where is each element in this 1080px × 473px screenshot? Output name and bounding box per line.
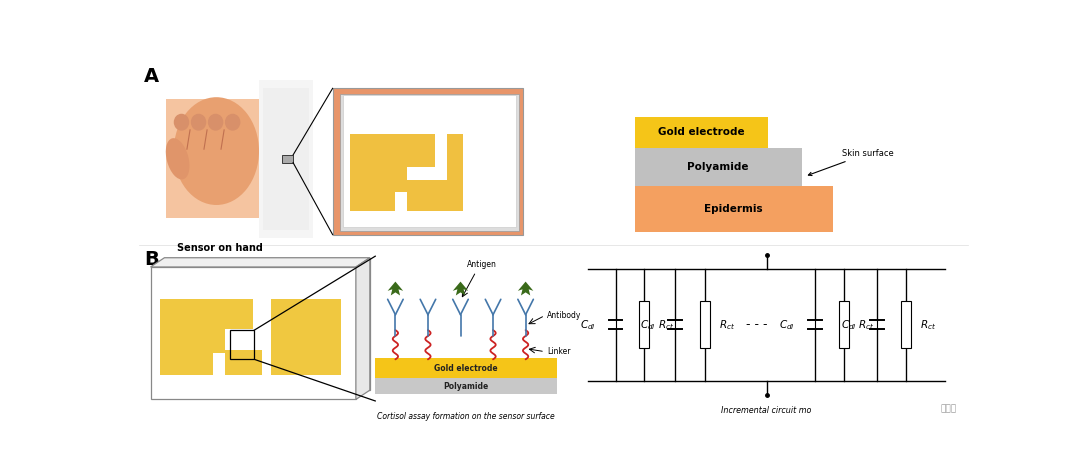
Bar	[343, 95, 516, 227]
Bar	[407, 180, 447, 211]
Bar	[447, 134, 463, 211]
Text: Incremental circuit mo: Incremental circuit mo	[721, 405, 812, 414]
Text: Polyamide: Polyamide	[444, 382, 489, 391]
Bar	[139, 80, 318, 238]
Bar	[340, 94, 519, 231]
Bar	[166, 99, 306, 219]
Bar	[262, 88, 309, 230]
Text: Skin surface: Skin surface	[808, 149, 893, 175]
Bar	[350, 134, 394, 211]
Text: $C_{dl}$: $C_{dl}$	[780, 318, 795, 332]
Text: Linker: Linker	[548, 347, 571, 356]
Bar	[639, 301, 649, 348]
Bar	[213, 299, 253, 329]
Text: Gold electrode: Gold electrode	[434, 364, 498, 373]
Text: 量子位: 量子位	[941, 404, 957, 413]
Bar	[394, 134, 435, 167]
Polygon shape	[517, 281, 534, 296]
Bar	[700, 301, 710, 348]
Text: B: B	[145, 250, 159, 269]
Text: Antibody: Antibody	[548, 311, 582, 320]
Bar	[901, 301, 912, 348]
Bar	[150, 267, 356, 399]
Text: Antigen: Antigen	[468, 260, 497, 269]
Ellipse shape	[174, 114, 189, 131]
Text: $R_{ct}$: $R_{ct}$	[658, 318, 674, 332]
Ellipse shape	[225, 114, 241, 131]
Bar	[164, 258, 369, 390]
Text: Gold electrode: Gold electrode	[658, 127, 745, 137]
Bar	[375, 358, 557, 379]
Polygon shape	[356, 258, 369, 399]
Text: $C_{dl}$: $C_{dl}$	[640, 318, 656, 332]
Ellipse shape	[191, 114, 206, 131]
Polygon shape	[388, 281, 403, 296]
Bar	[259, 80, 313, 238]
Bar	[839, 301, 849, 348]
Text: Sensor on hand: Sensor on hand	[177, 243, 264, 253]
Ellipse shape	[207, 114, 224, 131]
Bar	[213, 325, 225, 353]
Text: - - -: - - -	[746, 318, 768, 331]
Bar	[160, 299, 213, 375]
Bar	[282, 155, 293, 163]
Text: $R_{ct}$: $R_{ct}$	[718, 318, 734, 332]
Text: Epidermis: Epidermis	[704, 204, 762, 214]
Bar	[635, 186, 833, 232]
Text: Polyamide: Polyamide	[688, 162, 748, 172]
Text: $R_{ct}$: $R_{ct}$	[859, 318, 875, 332]
Text: $R_{ct}$: $R_{ct}$	[920, 318, 936, 332]
Polygon shape	[453, 281, 469, 296]
Bar	[375, 378, 557, 394]
Text: Cortisol assay formation on the sensor surface: Cortisol assay formation on the sensor s…	[377, 412, 555, 420]
Ellipse shape	[166, 138, 189, 179]
Bar	[635, 148, 801, 186]
Text: $C_{dl}$: $C_{dl}$	[841, 318, 858, 332]
Polygon shape	[150, 258, 369, 267]
Bar	[394, 164, 407, 192]
Bar	[635, 117, 768, 148]
Ellipse shape	[174, 97, 259, 205]
Bar	[271, 299, 341, 375]
Bar	[333, 88, 523, 235]
Bar	[230, 330, 255, 359]
Text: A: A	[145, 67, 160, 86]
Bar	[225, 350, 262, 375]
Text: $C_{dl}$: $C_{dl}$	[580, 318, 596, 332]
